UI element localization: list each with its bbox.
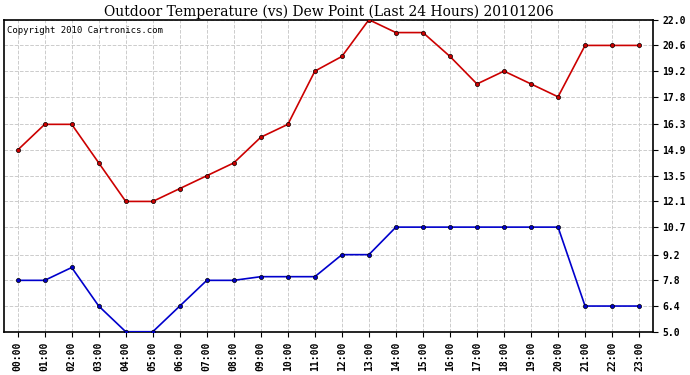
Text: Copyright 2010 Cartronics.com: Copyright 2010 Cartronics.com [8,26,164,35]
Title: Outdoor Temperature (vs) Dew Point (Last 24 Hours) 20101206: Outdoor Temperature (vs) Dew Point (Last… [104,4,553,18]
